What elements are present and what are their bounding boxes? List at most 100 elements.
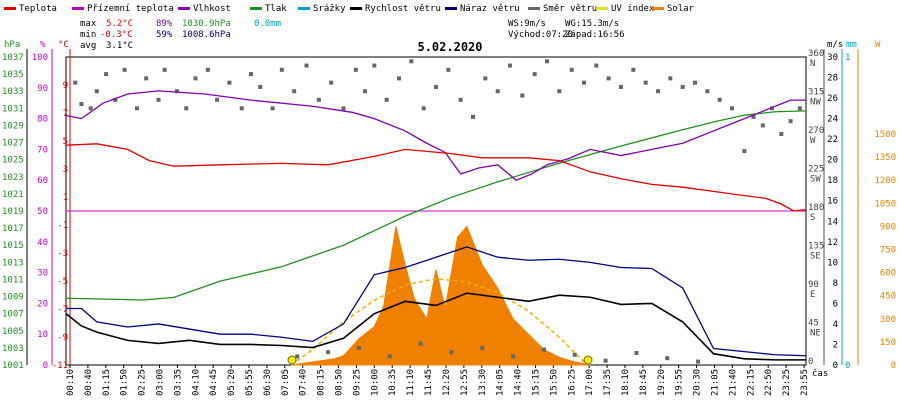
tick-hpa: 1005 — [2, 327, 24, 337]
x-tick-label: 14:05 — [496, 369, 506, 396]
x-tick-label: 00:10 — [66, 369, 76, 396]
wind-dir-point — [270, 106, 275, 111]
legend-label: Solar — [667, 4, 695, 14]
tick-dir: 0 — [808, 357, 813, 367]
tick-temp: 5 — [63, 137, 68, 147]
wind-dir-point — [665, 356, 670, 361]
tick-hpa: 1025 — [2, 156, 24, 166]
wind-dir-point — [329, 80, 334, 85]
tick-w: 600 — [880, 269, 896, 279]
x-tick-label: 22:50 — [764, 369, 774, 396]
tick-ms: 4 — [833, 320, 838, 330]
wind-dir-point — [760, 123, 765, 128]
plot-area — [65, 59, 807, 366]
stat-min-temp: -0.3°C — [100, 30, 133, 40]
tick-pct: 60 — [37, 176, 48, 186]
stat-min-hum: 59% — [156, 30, 173, 40]
tick-ms: 22 — [827, 135, 838, 145]
wind-dir-point — [668, 76, 673, 81]
tick-w: 300 — [880, 315, 896, 325]
tick-hpa: 1031 — [2, 104, 24, 114]
wind-dir-point — [541, 347, 546, 352]
tick-ms: 6 — [833, 299, 838, 309]
x-tick-label: 15:50 — [549, 369, 559, 396]
x-tick-label: 08:15 — [317, 369, 327, 396]
legend-swatch — [298, 7, 310, 10]
wind-dir-point — [156, 97, 161, 102]
wind-dir-point — [705, 89, 710, 94]
wind-dir-point — [717, 97, 722, 102]
legend-swatch — [445, 7, 457, 10]
stat-min-label: min — [80, 30, 96, 40]
tick-hpa: 1013 — [2, 258, 24, 268]
unit-w: W — [875, 40, 881, 50]
tick-ms: 26 — [827, 94, 838, 104]
tick-pct: 70 — [37, 145, 48, 155]
tick-pct: 10 — [37, 330, 48, 340]
wind-dir-point — [341, 106, 346, 111]
x-tick-label: 05:20 — [227, 369, 237, 396]
tick-temp: -5 — [57, 277, 68, 287]
wind-dir-point — [603, 358, 608, 363]
tick-ms: 2 — [833, 340, 838, 350]
wind-dir-point — [205, 67, 210, 72]
wind-dir-point — [594, 63, 599, 68]
wind-dir-point — [693, 80, 697, 85]
tick-w: 450 — [880, 292, 896, 302]
wind-dir-point — [619, 84, 623, 89]
x-tick-label: 12:55 — [460, 369, 470, 396]
stat-avg-temp: 3.1°C — [106, 41, 133, 51]
legend-label: Rychlost větru — [365, 4, 441, 14]
wind-dir-point — [239, 106, 244, 111]
tick-temp: 1 — [63, 193, 68, 203]
legend-swatch — [72, 7, 84, 10]
stat-max-press: 1030.9hPa — [182, 19, 231, 29]
x-tick-label: 07:05 — [281, 369, 291, 396]
wind-dir-point — [532, 72, 537, 77]
wind-dir-point — [656, 89, 660, 94]
tick-temp: 3 — [63, 165, 68, 175]
tick-hpa: 1037 — [2, 53, 24, 63]
wind-dir-point — [113, 97, 118, 102]
wind-dir-point — [184, 106, 189, 111]
tick-hpa: 1019 — [2, 207, 24, 217]
wind-dir-point — [483, 76, 488, 81]
tick-ms: 28 — [827, 74, 838, 84]
tick-hpa: 1009 — [2, 293, 24, 303]
tick-ms: 30 — [827, 53, 838, 63]
x-tick-label: 15:15 — [531, 369, 541, 396]
tick-pct: 40 — [37, 238, 48, 248]
legend-swatch — [596, 7, 608, 10]
tick-temp: -9 — [57, 333, 68, 343]
legend-swatch — [4, 7, 16, 10]
x-tick-label: 19:55 — [675, 369, 685, 396]
wind-dir-point — [797, 106, 802, 111]
tick-hpa: 1021 — [2, 190, 24, 200]
tick-dir: 45 — [808, 319, 819, 329]
wind-dir-point — [193, 76, 198, 81]
x-tick-label: 17:35 — [603, 369, 613, 396]
tick-temp: -3 — [57, 249, 68, 259]
tick-dir: 180 — [808, 203, 824, 213]
wind-dir-point — [384, 97, 389, 102]
tick-ms: 16 — [827, 197, 838, 207]
tick-hpa: 1003 — [2, 344, 24, 354]
legend-label: Vlhkost — [193, 4, 231, 14]
series-uv — [290, 278, 588, 366]
x-tick-label: 10:35 — [388, 369, 398, 396]
wind-dir-point — [258, 84, 263, 89]
x-tick-label: 21:40 — [728, 369, 738, 396]
stat-max-label: max — [80, 19, 97, 29]
tick-hpa: 1017 — [2, 224, 24, 234]
legend-label: Srážky — [313, 4, 346, 14]
stat-max-hum: 89% — [156, 19, 173, 29]
x-tick-label: 11:10 — [406, 369, 416, 396]
wind-dir-point — [770, 106, 775, 111]
tick-dir: 135 — [808, 242, 824, 252]
wind-dir-point — [356, 345, 361, 350]
legend: Teplota Přízemní teplota Vlhkost Tlak Srážky… — [4, 4, 695, 14]
stat-sunrise: Východ:07:20 — [508, 30, 573, 40]
unit-mm: mm — [846, 40, 857, 50]
tick-dir: 270 — [808, 126, 824, 136]
tick-temp: -11 — [52, 361, 68, 371]
